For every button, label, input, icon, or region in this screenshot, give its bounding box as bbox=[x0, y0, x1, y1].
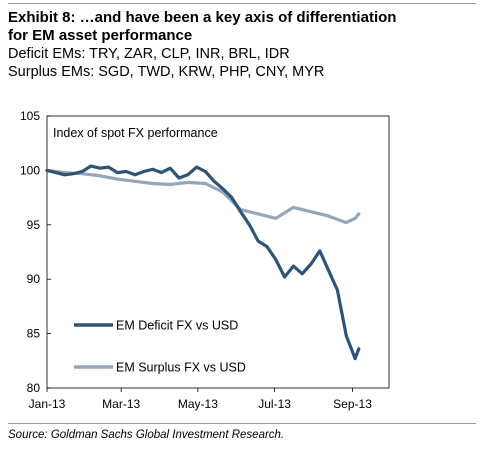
x-tick-label: Sep-13 bbox=[333, 397, 372, 411]
deficit-ems-subtitle: Deficit EMs: TRY, ZAR, CLP, INR, BRL, ID… bbox=[8, 46, 290, 62]
x-axis: Jan-13 Mar-13 May-13 Jul-13 Sep-13 bbox=[29, 388, 372, 411]
y-axis: 80 85 90 95 100 105 bbox=[20, 109, 51, 395]
legend-label: EM Surplus FX vs USD bbox=[116, 361, 246, 375]
x-tick-label: Jan-13 bbox=[29, 397, 66, 411]
y-tick-label: 85 bbox=[27, 327, 41, 341]
legend: EM Deficit FX vs USD EM Surplus FX vs USD bbox=[74, 319, 246, 375]
y-tick-label: 95 bbox=[27, 218, 41, 232]
title-line-1: Exhibit 8: …and have been a key axis of … bbox=[8, 9, 397, 26]
chart-title: Index of spot FX performance bbox=[53, 126, 218, 140]
y-tick-label: 80 bbox=[27, 381, 41, 395]
y-tick-label: 105 bbox=[20, 109, 40, 123]
bottom-rule bbox=[8, 423, 476, 424]
legend-label: EM Deficit FX vs USD bbox=[116, 319, 238, 333]
em-surplus-fx-line bbox=[45, 168, 361, 225]
surplus-ems-subtitle: Surplus EMs: SGD, TWD, KRW, PHP, CNY, MY… bbox=[8, 64, 325, 80]
top-rule bbox=[8, 3, 476, 4]
exhibit-title: Exhibit 8: …and have been a key axis of … bbox=[8, 9, 478, 45]
y-tick-label: 90 bbox=[27, 272, 41, 286]
x-tick-label: May-13 bbox=[178, 397, 218, 411]
x-tick-label: Mar-13 bbox=[102, 397, 140, 411]
title-line-2: for EM asset performance bbox=[8, 27, 193, 44]
series-layer bbox=[45, 164, 361, 361]
plot-frame bbox=[46, 115, 390, 389]
source-note: Source: Goldman Sachs Global Investment … bbox=[8, 429, 285, 441]
em-deficit-fx-line bbox=[45, 164, 361, 361]
x-tick-label: Jul-13 bbox=[258, 397, 291, 411]
y-tick-label: 100 bbox=[20, 163, 40, 177]
